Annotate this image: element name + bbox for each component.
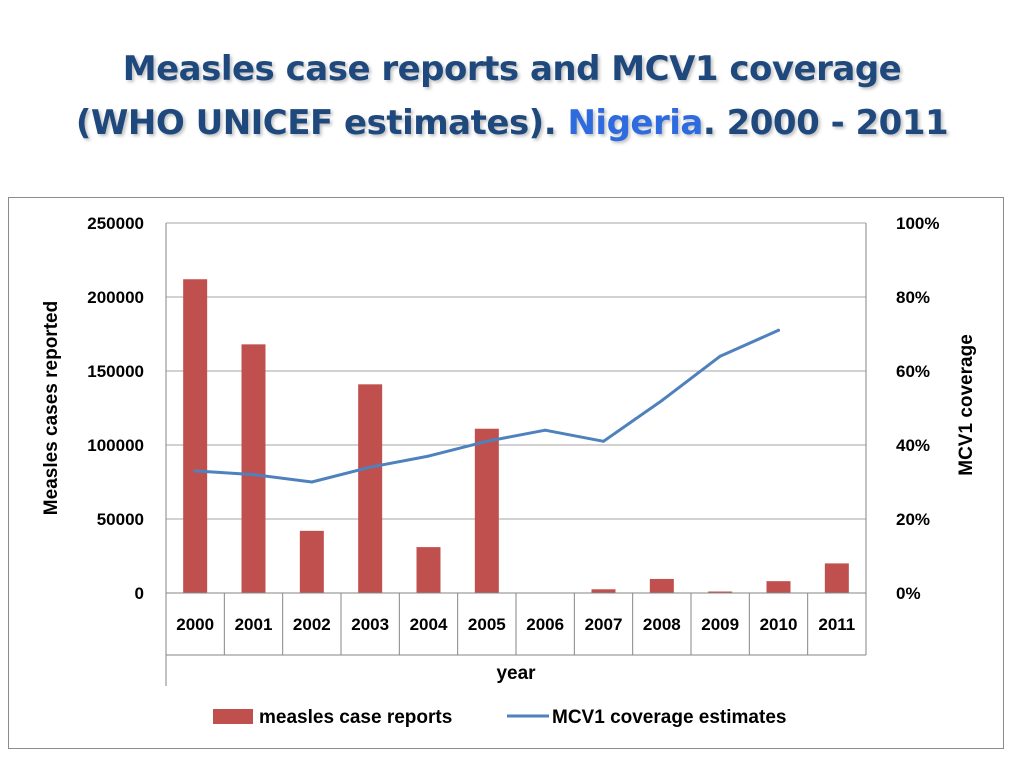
x-tick-label-2002: 2002 [293,615,331,634]
x-tick-label-2005: 2005 [468,615,506,634]
y-tick-label: 150000 [87,362,144,381]
y2-tick-label: 0% [896,584,921,603]
measles-coverage-chart: 0 0% 50000 20% 100000 40% 150000 60% 200000 80% 25… [41,214,977,728]
x-tick-label-2000: 2000 [176,615,214,634]
coverage-point-2010 [777,328,780,332]
bar-2005 [474,428,499,593]
x-tick-label-2003: 2003 [351,615,389,634]
x-tick-label-2010: 2010 [760,615,798,634]
x-tick-label-2009: 2009 [701,615,739,634]
y2-tick-label: 40% [896,436,930,455]
x-tick-label-2007: 2007 [585,615,623,634]
coverage-point-2003 [368,465,372,469]
bar-2003 [358,384,383,593]
coverage-point-2000 [193,469,197,473]
title-line-2-prefix: (WHO UNICEF estimates). [75,103,568,143]
y2-tick-label: 80% [896,288,930,307]
legend-line-label: MCV1 coverage estimates [552,707,786,728]
title-line-2-suffix: . 2000 - 2011 [702,103,949,143]
gridlines [166,222,866,520]
title-line-2: (WHO UNICEF estimates). Nigeria. 2000 - … [0,96,1024,150]
chart-frame: 0 0% 50000 20% 100000 40% 150000 60% 200000 80% 25… [8,197,1004,749]
bar-2004 [416,547,441,593]
tick-labels: 0 0% 50000 20% 100000 40% 150000 60% 200000 80% 25… [87,214,939,634]
title-line-1: Measles case reports and MCV1 coverage [122,49,902,89]
y-tick-label: 250000 [87,214,144,233]
x-axis-label: year [496,663,536,684]
y-tick-label: 200000 [87,288,144,307]
x-tick-label-2011: 2011 [818,615,855,634]
bar-2011 [824,563,849,593]
axes [165,223,867,686]
y2-tick-label: 100% [896,214,939,233]
y2-tick-label: 60% [896,362,930,381]
coverage-point-2004 [427,454,430,458]
y2-axis-label: MCV1 coverage [956,334,977,476]
x-tick-label-2008: 2008 [643,615,681,634]
coverage-point-2007 [602,439,605,443]
coverage-point-2006 [543,428,547,432]
bar-2001 [241,344,266,593]
coverage-point-2009 [718,354,722,358]
line-series [193,328,780,484]
bar-2009 [708,591,733,593]
y-tick-label: 50000 [97,510,144,529]
coverage-point-2001 [252,473,255,477]
bar-2002 [299,530,324,593]
bar-2008 [649,578,674,593]
bar-2000 [183,279,208,593]
y-tick-label: 0 [135,584,144,603]
bar-series [183,279,849,593]
bar-2007 [591,589,616,593]
bar-2010 [766,581,791,593]
coverage-point-2008 [660,399,664,403]
title-country: Nigeria [567,103,703,143]
y-axis-label: Measles cases reported [41,301,62,515]
y2-tick-label: 20% [896,510,930,529]
x-tick-label-2006: 2006 [526,615,564,634]
legend: measles case reports MCV1 coverage estim… [213,707,786,728]
x-tick-label-2004: 2004 [410,615,448,634]
coverage-point-2005 [485,439,489,443]
coverage-point-2002 [310,480,314,484]
legend-bar-swatch [213,709,253,724]
y-tick-label: 100000 [87,436,144,455]
legend-bar-label: measles case reports [259,707,452,728]
x-tick-label-2001: 2001 [235,615,273,634]
slide-title: Measles case reports and MCV1 coverage (… [0,42,1024,150]
